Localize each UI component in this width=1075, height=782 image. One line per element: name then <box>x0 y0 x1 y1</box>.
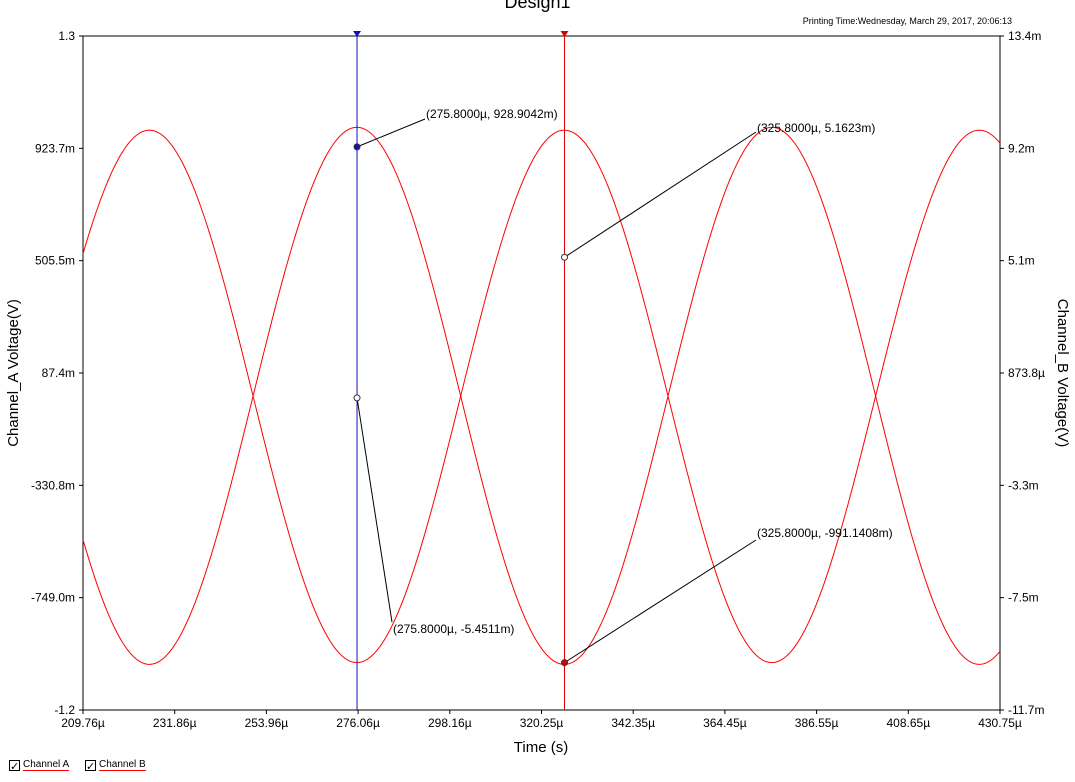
cursor-2-marker <box>560 31 569 37</box>
x-tick-label-3: 276.06µ <box>336 716 380 730</box>
trace-channel-a <box>82 129 1001 664</box>
annotations: (275.8000µ, 928.9042m) (275.8000µ, -5.451… <box>353 107 893 667</box>
legend-channel-a[interactable]: ✓ Channel A <box>9 759 70 773</box>
y-right-tick-label-6: -11.7m <box>1008 703 1044 717</box>
y-left-tick-label-1: 923.7m <box>35 141 75 155</box>
y-right-tick-label-4: -3.3m <box>1008 478 1039 492</box>
y-right-tick-label-0: 13.4m <box>1008 29 1041 43</box>
channel-b-checkbox[interactable]: ✓ <box>85 759 96 773</box>
x-tick-label-1: 231.86µ <box>153 716 197 730</box>
annotation-cursor2-channel-b-leader <box>564 131 757 258</box>
plot-area <box>82 35 1001 711</box>
x-tick-label-6: 342.35µ <box>611 716 655 730</box>
channel-a-legend-label: Channel A <box>23 759 70 771</box>
x-tick-label-4: 298.16µ <box>428 716 472 730</box>
y-left-tick-label-2: 505.5m <box>35 254 75 268</box>
y-right-axis-label: Channel_B Voltage(V) <box>1054 299 1071 447</box>
y-left-tick-label-4: -330.8m <box>31 478 75 492</box>
annotation-cursor1-channel-b-point <box>353 394 361 402</box>
x-tick-label-5: 320.25µ <box>520 716 564 730</box>
cursor-1-marker <box>353 31 362 37</box>
trace-channel-b <box>82 126 1001 665</box>
annotation-cursor1-channel-b-label: (275.8000µ, -5.4511m) <box>393 622 514 636</box>
x-tick-label-2: 253.96µ <box>245 716 289 730</box>
x-tick-label-0: 209.76µ <box>61 716 105 730</box>
y-right-axis-ticks: 13.4m 9.2m 5.1m 873.8µ -3.3m -7.5m -11.7m <box>1000 29 1045 717</box>
legend-channel-b[interactable]: ✓ Channel B <box>85 759 146 773</box>
x-tick-label-9: 408.65µ <box>886 716 930 730</box>
annotation-cursor1-channel-a-point <box>353 143 361 151</box>
y-right-tick-label-2: 5.1m <box>1008 254 1035 268</box>
printing-time: Printing Time:Wednesday, March 29, 2017,… <box>802 16 1012 26</box>
annotation-cursor1-channel-a-label: (275.8000µ, 928.9042m) <box>426 107 558 121</box>
traces <box>82 126 1001 665</box>
y-left-tick-label-3: 87.4m <box>42 366 75 380</box>
chart-title: Design1 <box>504 0 571 12</box>
y-left-tick-label-0: 1.3 <box>58 29 75 43</box>
annotation-cursor2-channel-a-point <box>561 659 569 667</box>
annotation-cursor1-channel-b-leader <box>356 397 393 623</box>
annotation-cursor1-channel-a-leader <box>356 118 426 148</box>
y-left-tick-label-6: -1.2 <box>54 703 75 717</box>
channel-b-legend-label: Channel B <box>99 759 146 771</box>
y-right-tick-label-1: 9.2m <box>1008 141 1035 155</box>
x-axis-ticks: 209.76µ 231.86µ 253.96µ 276.06µ 298.16µ 320.2… <box>61 710 1022 730</box>
annotation-cursor2-channel-a-label: (325.8000µ, -991.1408m) <box>757 526 893 540</box>
annotation-cursor2-channel-b-label: (325.8000µ, 5.1623m) <box>757 121 875 135</box>
y-left-axis-label: Channel_A Voltage(V) <box>5 299 22 447</box>
annotation-cursor2-channel-b-point <box>561 253 569 261</box>
y-right-tick-label-5: -7.5m <box>1008 591 1039 605</box>
x-axis-label: Time (s) <box>514 739 568 756</box>
y-left-axis-ticks: 1.3 923.7m 505.5m 87.4m -330.8m -749.0m -1.2 <box>31 29 83 717</box>
annotation-cursor2-channel-a-leader <box>564 539 757 664</box>
y-right-tick-label-3: 873.8µ <box>1008 366 1045 380</box>
y-left-tick-label-5: -749.0m <box>31 591 75 605</box>
x-tick-label-10: 430.75µ <box>978 716 1022 730</box>
channel-a-checkbox[interactable]: ✓ <box>9 759 20 773</box>
x-tick-label-7: 364.45µ <box>703 716 747 730</box>
x-tick-label-8: 386.55µ <box>795 716 839 730</box>
